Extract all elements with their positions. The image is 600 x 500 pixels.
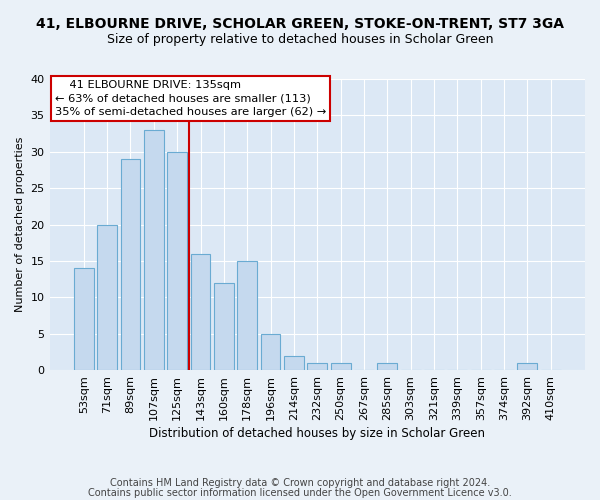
Text: 41, ELBOURNE DRIVE, SCHOLAR GREEN, STOKE-ON-TRENT, ST7 3GA: 41, ELBOURNE DRIVE, SCHOLAR GREEN, STOKE… [36, 18, 564, 32]
Bar [377, 363, 397, 370]
Bar [191, 254, 211, 370]
Bar [74, 268, 94, 370]
Text: 41 ELBOURNE DRIVE: 135sqm
← 63% of detached houses are smaller (113)
35% of semi: 41 ELBOURNE DRIVE: 135sqm ← 63% of detac… [55, 80, 326, 117]
Bar [167, 152, 187, 370]
Bar [214, 283, 234, 370]
Text: Contains HM Land Registry data © Crown copyright and database right 2024.: Contains HM Land Registry data © Crown c… [110, 478, 490, 488]
Bar [284, 356, 304, 370]
Bar [121, 159, 140, 370]
Bar [331, 363, 350, 370]
Bar [517, 363, 538, 370]
Text: Size of property relative to detached houses in Scholar Green: Size of property relative to detached ho… [107, 32, 493, 46]
Bar [307, 363, 327, 370]
Y-axis label: Number of detached properties: Number of detached properties [15, 137, 25, 312]
Bar [144, 130, 164, 370]
Bar [238, 261, 257, 370]
Text: Contains public sector information licensed under the Open Government Licence v3: Contains public sector information licen… [88, 488, 512, 498]
X-axis label: Distribution of detached houses by size in Scholar Green: Distribution of detached houses by size … [149, 427, 485, 440]
Bar [260, 334, 280, 370]
Bar [97, 224, 117, 370]
